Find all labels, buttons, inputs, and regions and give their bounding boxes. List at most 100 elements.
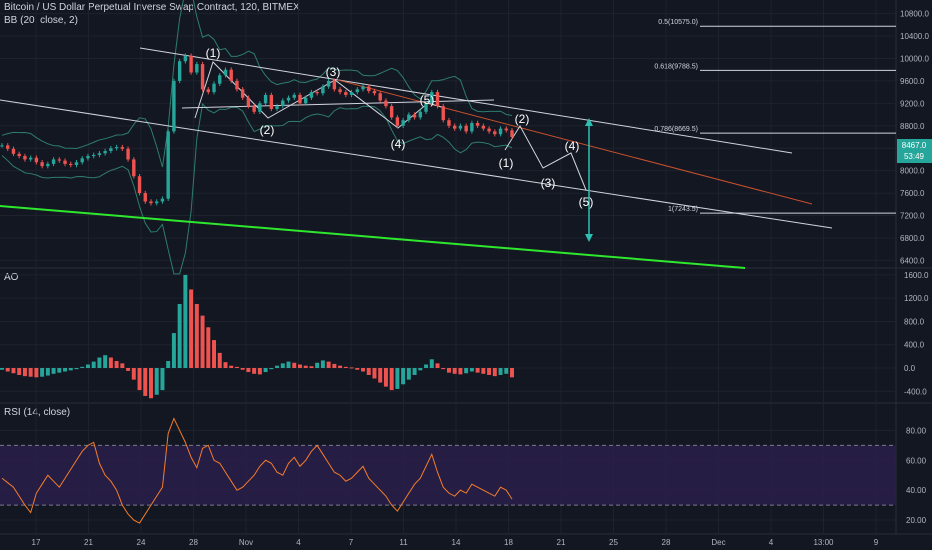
candle <box>275 106 279 109</box>
ao-bar <box>452 368 457 374</box>
candle <box>189 55 193 73</box>
red-trend-line[interactable] <box>337 79 813 205</box>
ao-bar <box>234 366 239 368</box>
candle <box>166 131 170 199</box>
ao-bar <box>338 365 343 368</box>
ao-bar <box>51 368 56 374</box>
fib-level-label: 0.5(10575.0) <box>658 19 698 26</box>
ao-bar <box>212 340 217 368</box>
ao-bar <box>446 368 451 373</box>
time-tick-label: 21 <box>84 538 93 547</box>
ao-bar <box>355 368 360 370</box>
fib-level-label: 0.618(9788.5) <box>654 63 698 70</box>
time-tick-label: 28 <box>189 538 198 547</box>
candle <box>34 157 39 163</box>
candle <box>395 117 400 126</box>
ao-bar <box>0 368 4 370</box>
candle <box>40 162 44 167</box>
candle <box>63 160 67 164</box>
candle <box>206 89 210 93</box>
fibonacci-levels: 0.5(10575.0) 0.618(9788.5) 0.786(8669.5) 1(… <box>654 19 896 214</box>
time-tick-label: Dec <box>711 538 725 547</box>
ao-bar <box>252 368 257 374</box>
ao-bar <box>435 363 440 368</box>
ao-bar <box>269 368 274 370</box>
ao-bar <box>160 368 165 391</box>
rsi-indicator-label: RSI (14, close) <box>4 407 71 418</box>
ao-bar <box>80 366 85 368</box>
candle <box>464 125 468 132</box>
candle <box>69 163 73 166</box>
ao-bar <box>286 361 291 368</box>
price-tag-countdown: 53:49 <box>904 152 925 161</box>
candle <box>441 106 445 121</box>
ao-bar <box>189 289 194 368</box>
ao-bar <box>74 368 79 370</box>
ao-bar <box>349 367 354 369</box>
fib-level-label: 0.786(8669.5) <box>654 126 698 133</box>
candle <box>137 176 142 194</box>
ao-bar <box>57 368 62 373</box>
candle <box>223 69 228 76</box>
ao-bar <box>424 364 429 368</box>
candle <box>109 148 113 152</box>
ao-bar <box>68 368 73 371</box>
ao-bar <box>441 368 446 370</box>
price-tag-box <box>897 139 932 163</box>
candle <box>240 89 245 98</box>
triangle-upper-line[interactable] <box>181 99 495 109</box>
ao-bar <box>194 304 199 368</box>
candle <box>304 97 308 104</box>
ao-bar <box>28 368 33 377</box>
ao-bar <box>246 368 251 373</box>
wave-labels: (1) (2) (3) (4) (5) (2) (4) (1) (3) (5) <box>206 46 594 209</box>
candle <box>338 89 342 93</box>
candle <box>326 80 331 87</box>
candlestick-series <box>0 53 514 206</box>
ao-bar <box>143 368 148 396</box>
candle <box>452 125 457 129</box>
wave-label: (2) <box>260 123 275 137</box>
ao-bar <box>475 368 480 373</box>
ao-bar <box>11 368 16 374</box>
rsi-tick-label: 80.00 <box>906 426 927 435</box>
ao-bar <box>498 368 503 375</box>
ao-bar <box>97 357 102 368</box>
candle <box>344 92 348 95</box>
candle <box>252 106 256 112</box>
ao-bar <box>154 368 159 395</box>
wave-label: (1) <box>206 46 221 60</box>
ao-tick-label: 800.0 <box>904 317 925 326</box>
price-tick-label: 7600.0 <box>900 189 925 198</box>
ao-bar <box>361 368 365 372</box>
green-trend-line[interactable] <box>0 205 746 269</box>
ao-bar <box>315 362 320 368</box>
time-tick-label: 25 <box>609 538 618 547</box>
ao-bar <box>34 368 39 378</box>
candle <box>269 94 274 109</box>
bb-upper-line <box>1 0 513 168</box>
time-tick-label: 14 <box>452 538 461 547</box>
price-tick-label: 8800.0 <box>900 122 925 131</box>
lower-channel-line[interactable] <box>0 99 833 229</box>
candle <box>498 128 503 135</box>
projection-arrow-down <box>585 234 593 242</box>
candle <box>229 69 233 81</box>
candle <box>401 120 405 126</box>
ao-indicator-label: AO <box>4 272 19 283</box>
time-tick-label: 4 <box>769 538 774 547</box>
ao-bar <box>240 368 245 370</box>
projection-path[interactable] <box>504 125 587 191</box>
ao-bar <box>303 365 308 368</box>
candle <box>143 193 147 202</box>
ao-tick-label: 1600.0 <box>904 271 929 280</box>
ao-bar <box>372 368 377 379</box>
candle <box>126 148 130 160</box>
rsi-tick-label: 40.00 <box>906 486 927 495</box>
wave-path[interactable] <box>194 61 446 129</box>
candle <box>332 80 337 90</box>
candle <box>367 86 371 92</box>
candle <box>481 125 486 129</box>
candle <box>424 103 428 112</box>
